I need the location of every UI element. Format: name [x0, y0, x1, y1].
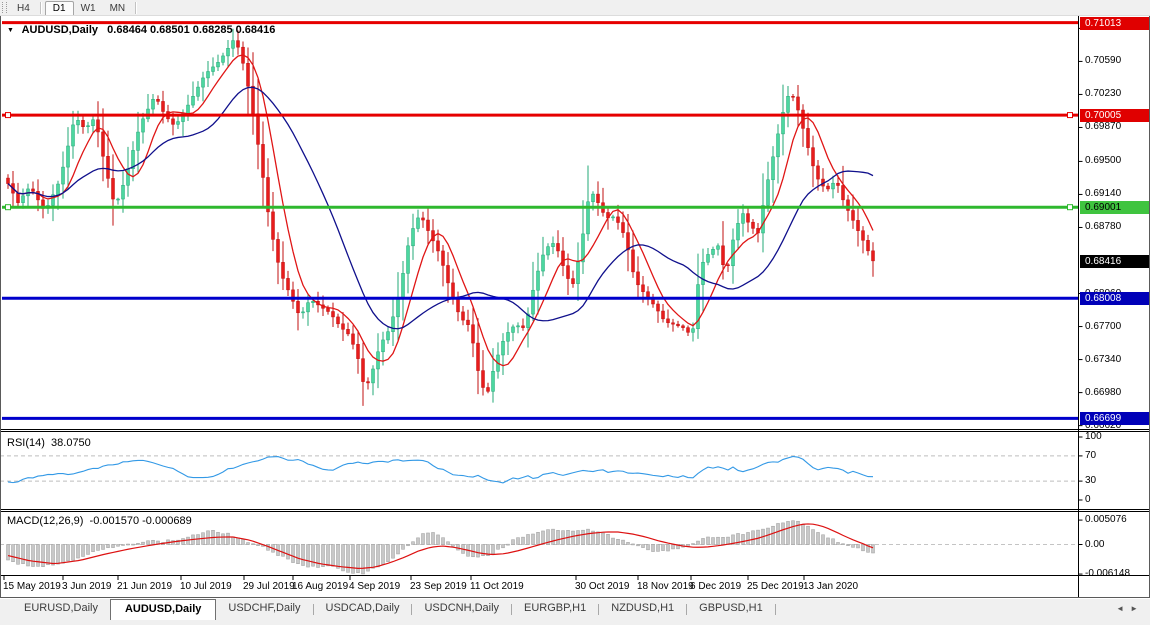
tab-separator [774, 604, 776, 615]
tab-scroll-right-icon[interactable]: ► [1130, 604, 1144, 613]
timeframe-toolbar: H4 D1 W1 MN [0, 0, 1150, 16]
level-handle[interactable] [1067, 204, 1073, 211]
price-badge: 0.68008 [1080, 291, 1149, 305]
date-tick-label: 21 Jun 2019 [117, 581, 173, 592]
horizontal-level-lines[interactable] [2, 21, 1079, 420]
rsi-tick-label: 30 [1085, 475, 1097, 486]
price-tick-label: 0.69140 [1085, 188, 1122, 199]
toolbar-separator [39, 1, 42, 14]
toolbar-separator [135, 1, 138, 14]
macd-label: MACD(12,26,9) -0.001570 -0.000689 [7, 515, 192, 527]
date-tick-label: 15 May 2019 [3, 581, 61, 592]
price-badge: 0.71013 [1080, 16, 1149, 30]
rsi-tick-label: 0 [1085, 494, 1091, 505]
rsi-line-layer [7, 455, 874, 484]
macd-tick-label: 0.00 [1085, 539, 1105, 550]
level-handle[interactable] [1067, 112, 1073, 119]
macd-tick-label: 0.005076 [1085, 514, 1127, 525]
tab-separator [598, 604, 600, 615]
price-tick-label: 0.67340 [1085, 354, 1122, 365]
rsi-tick-label: 100 [1085, 431, 1102, 442]
tab-separator [511, 604, 513, 615]
level-handle[interactable] [5, 204, 11, 211]
price-badge: 0.70005 [1080, 108, 1149, 122]
chart-symbol: AUDUSD,Daily [21, 24, 98, 36]
tab-gbpusd-h1[interactable]: GBPUSD,H1 [699, 602, 763, 614]
rsi-name: RSI(14) [7, 437, 45, 449]
tab-audusd-daily[interactable]: AUDUSD,Daily [109, 599, 217, 620]
tab-scroll-left-icon[interactable]: ◄ [1116, 604, 1131, 613]
ma-fast-line [7, 54, 874, 367]
chart-ohlc: 0.68464 0.68501 0.68285 0.68416 [107, 24, 276, 36]
price-tick-label: 0.69500 [1085, 155, 1122, 166]
ma-slow-line [7, 86, 874, 330]
pane-separators[interactable] [0, 429, 1150, 576]
date-tick-label: 25 Dec 2019 [747, 581, 804, 592]
date-tick-label: 30 Oct 2019 [575, 581, 630, 592]
chart-window-background [1, 15, 1149, 598]
price-tick-label: 0.68780 [1085, 221, 1122, 232]
price-tick-label: 0.70590 [1085, 55, 1122, 66]
timeframe-button-w1[interactable]: W1 [80, 2, 96, 14]
price-tick-label: 0.70230 [1085, 88, 1122, 99]
date-tick-label: 13 Jan 2020 [803, 581, 859, 592]
tab-usdcnh-daily[interactable]: USDCNH,Daily [424, 602, 500, 614]
level-handle[interactable] [5, 112, 11, 119]
tab-usdchf-daily[interactable]: USDCHF,Daily [228, 602, 301, 614]
tab-eurgbp-h1[interactable]: EURGBP,H1 [524, 602, 587, 614]
date-tick-label: 10 Jul 2019 [180, 581, 232, 592]
macd-layer [6, 520, 875, 575]
date-tick-label: 3 Jun 2019 [62, 581, 112, 592]
date-tick-label: 18 Nov 2019 [637, 581, 694, 592]
tab-separator [312, 604, 314, 615]
price-badge: 0.66699 [1080, 411, 1149, 425]
tab-separator [686, 604, 688, 615]
chart-title: ▼ AUDUSD,Daily 0.68464 0.68501 0.68285 0… [7, 24, 275, 36]
macd-values: -0.001570 -0.000689 [89, 515, 192, 527]
timeframe-button-d1[interactable]: D1 [44, 1, 74, 15]
price-tick-label: 0.66620 [1085, 420, 1122, 431]
rsi-tick-label: 70 [1085, 450, 1097, 461]
price-badge: 0.69001 [1080, 200, 1149, 214]
macd-signal-line [7, 523, 874, 569]
symbol-dropdown-icon: ▼ [7, 27, 14, 34]
tab-usdcad-daily[interactable]: USDCAD,Daily [325, 602, 400, 614]
timeframe-button-h4[interactable]: H4 [17, 2, 30, 14]
date-tick-label: 16 Aug 2019 [292, 581, 349, 592]
date-tick-label: 6 Dec 2019 [690, 581, 742, 592]
moving-averages-layer [7, 54, 874, 367]
date-tick-label: 11 Oct 2019 [470, 581, 524, 592]
rsi-label: RSI(14) 38.0750 [7, 437, 91, 449]
date-tick-label: 4 Sep 2019 [349, 581, 401, 592]
price-tick-label: 0.67700 [1085, 321, 1122, 332]
timeframe-button-mn[interactable]: MN [109, 2, 126, 14]
date-tick-label: 29 Jul 2019 [243, 581, 295, 592]
tab-nzdusd-h1[interactable]: NZDUSD,H1 [611, 602, 675, 614]
tab-separator [411, 604, 413, 615]
symbol-tab-bar: EURUSD,Daily AUDUSD,Daily USDCHF,Daily U… [0, 598, 1150, 625]
macd-tick-label: -0.006148 [1085, 568, 1131, 579]
price-tick-label: 0.66980 [1085, 387, 1122, 398]
macd-name: MACD(12,26,9) [7, 515, 84, 527]
candles-layer [6, 28, 875, 406]
price-badge: 0.68416 [1080, 254, 1149, 268]
tab-eurusd-daily[interactable]: EURUSD,Daily [24, 602, 98, 614]
price-tick-label: 0.69870 [1085, 121, 1122, 132]
toolbar-grip-icon[interactable] [2, 2, 7, 13]
date-tick-label: 23 Sep 2019 [410, 581, 467, 592]
rsi-value: 38.0750 [51, 437, 91, 449]
